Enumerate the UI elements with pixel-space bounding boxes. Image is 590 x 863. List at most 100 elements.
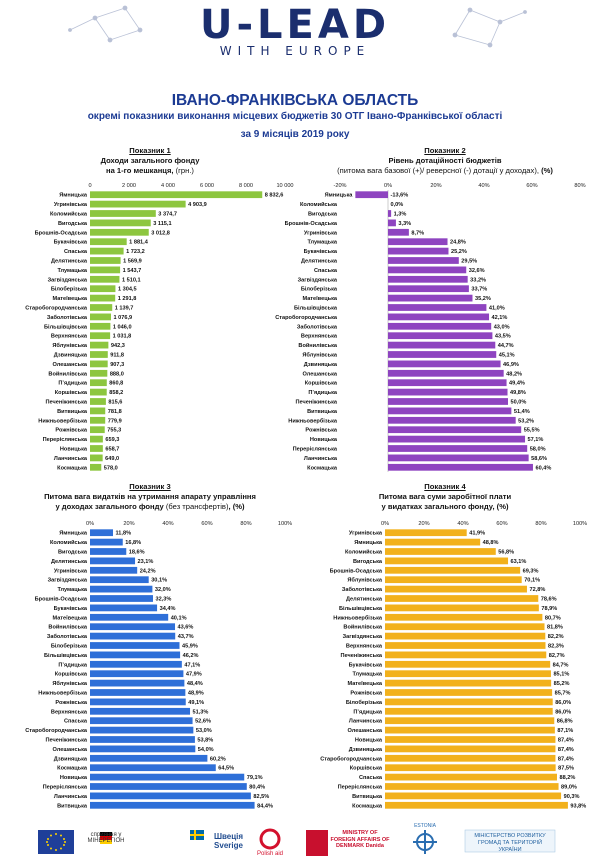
chart4-tick-label: 60% [496, 521, 507, 527]
chart4-category-label: Спаська [359, 775, 383, 781]
chart2-value-label: 60,4% [535, 465, 551, 471]
chart2-category-label: Дзвиняцька [304, 362, 338, 368]
chart4-bar [385, 698, 553, 706]
chart1-category-label: Новицька [60, 447, 88, 453]
page-title: ІВАНО-ФРАНКІВСЬКА ОБЛАСТЬ [171, 92, 419, 109]
chart3-bar [90, 707, 191, 715]
chart2-category-label: Більшівцівська [294, 306, 338, 312]
chart3-line3b: (без трансфертів) [165, 502, 229, 511]
chart1-value-label: 1 031,8 [113, 334, 132, 340]
chart3-value-label: 32,3% [155, 597, 171, 603]
chart3-value-label: 34,4% [160, 606, 176, 612]
chart1-category-label: Космацька [57, 465, 88, 471]
chart4-bar [385, 726, 555, 734]
chart2-value-label: 50,0% [511, 400, 527, 406]
chart3-category-label: Матеївецька [52, 615, 87, 621]
chart4-value-label: 93,8% [570, 803, 586, 809]
chart3-tick-label: 80% [240, 521, 251, 527]
chart2-value-label: 48,2% [506, 371, 522, 377]
chart3-bar [90, 557, 136, 565]
chart4-category-label: Олешанська [348, 728, 383, 734]
chart3-bar [90, 538, 123, 546]
chart3-bar [90, 736, 195, 743]
chart4-value-label: 82,3% [548, 644, 564, 650]
chart2-bar [388, 210, 392, 217]
chart3-category-label: Більшівцівська [44, 653, 88, 659]
chart3-category-label: Нижньовербізька [38, 690, 88, 697]
chart4-value-label: 85,7% [555, 691, 571, 697]
chart1-bar [90, 304, 113, 311]
chart4-category-label: Верхнянська [346, 644, 383, 650]
chart2-value-label: 32,6% [469, 268, 485, 274]
chart3-bar [90, 595, 153, 602]
chart1-category-label: Спаська [64, 249, 88, 255]
chart2-tick-label: -20% [333, 183, 346, 189]
chart1-value-label: 1 291,8 [118, 296, 137, 302]
chart1-bar [90, 210, 156, 217]
chart1-category-label: Загвіздянська [48, 277, 88, 283]
chart1-bar [90, 454, 103, 462]
chart1-value-label: 3 012,8 [151, 230, 170, 236]
chart3-bar [90, 604, 158, 612]
chart3-category-label: Білоберізька [51, 643, 88, 650]
chart4-bar [385, 642, 546, 649]
chart1-bar [90, 247, 124, 255]
chart4-bar [385, 792, 562, 800]
chart1-bar [90, 463, 102, 471]
chart4-bar [385, 651, 547, 659]
chart3-value-label: 49,1% [188, 700, 204, 706]
chart3-value-label: 11,8% [116, 531, 132, 537]
chart4-value-label: 69,3% [523, 568, 539, 574]
chart1-category-label: Яблунівська [52, 342, 88, 349]
chart4-category-label: Яблунівська [347, 577, 383, 584]
chart1-category-label: Ямницька [59, 193, 88, 199]
chart3-value-label: 48,9% [188, 691, 204, 697]
chart2-category-label: Заболотівська [297, 323, 338, 330]
chart2-bar-chart: -20% 0% 20% 40% 60% 80% Ямницька -13,6% Коломийс… [275, 183, 586, 472]
chart1-category-label: Войнилівська [48, 370, 87, 377]
chart4-category-label: Дзвиняцька [349, 747, 383, 753]
chart3-category-label: Печеніжинська [45, 738, 87, 744]
chart1-bar [90, 426, 105, 434]
chart4-bar [385, 557, 509, 565]
footer-logo-row [38, 828, 556, 856]
chart4-tick-label: 20% [418, 521, 429, 527]
chart4-category-label: Печеніжинська [340, 653, 382, 659]
chart1-value-label: 1 723,2 [126, 249, 145, 255]
chart1-value-label: 4 903,9 [188, 202, 207, 208]
chart3-category-label: Делятинська [51, 559, 88, 565]
chart2-category-label: Тлумацька [307, 240, 337, 246]
chart4-value-label: 84,7% [553, 662, 569, 668]
chart4-value-label: 85,2% [554, 681, 570, 687]
chart2-bar [388, 445, 528, 452]
chart1-value-label: 815,6 [108, 400, 122, 406]
chart4-bar [385, 595, 539, 602]
chart1-bar [90, 445, 103, 452]
chart4-value-label: 87,4% [558, 738, 574, 744]
footer-item-sweden: Швеція Sverige [213, 832, 244, 850]
chart3-category-label: Брошнів-Осадська [35, 597, 88, 603]
chart2-bar [388, 294, 473, 302]
chart1-category-label: Заболотівська [47, 314, 88, 321]
chart4-bar [385, 736, 556, 743]
chart4-category-label: Космацька [352, 803, 383, 809]
chart2-bar [388, 313, 490, 321]
chart3-category-label: Коломийська [50, 539, 88, 546]
chart3-category-label: Ямницька [59, 531, 88, 537]
chart1-value-label: 649,0 [105, 456, 119, 462]
chart4-category-label: Матеївецька [347, 681, 382, 687]
chart1-bar [90, 379, 107, 387]
chart2-category-label: Угринівська [304, 230, 338, 236]
chart2-category-label: Матеївецька [302, 296, 337, 302]
chart4-category-label: Ямницька [354, 540, 383, 546]
chart3-tick-label: 60% [201, 521, 212, 527]
chart1-tick-label: 4 000 [161, 183, 175, 189]
chart4-category-label: Переріслянська [338, 785, 383, 791]
chart3-bar [90, 773, 245, 781]
chart3-value-label: 24,2% [140, 568, 156, 574]
chart4-category-label: Вигодська [353, 559, 383, 565]
chart4-bar [385, 538, 481, 546]
chart4-bar [385, 529, 467, 537]
chart3-category-label: Старобогородчанська [25, 727, 88, 734]
chart4-bar [385, 764, 556, 772]
